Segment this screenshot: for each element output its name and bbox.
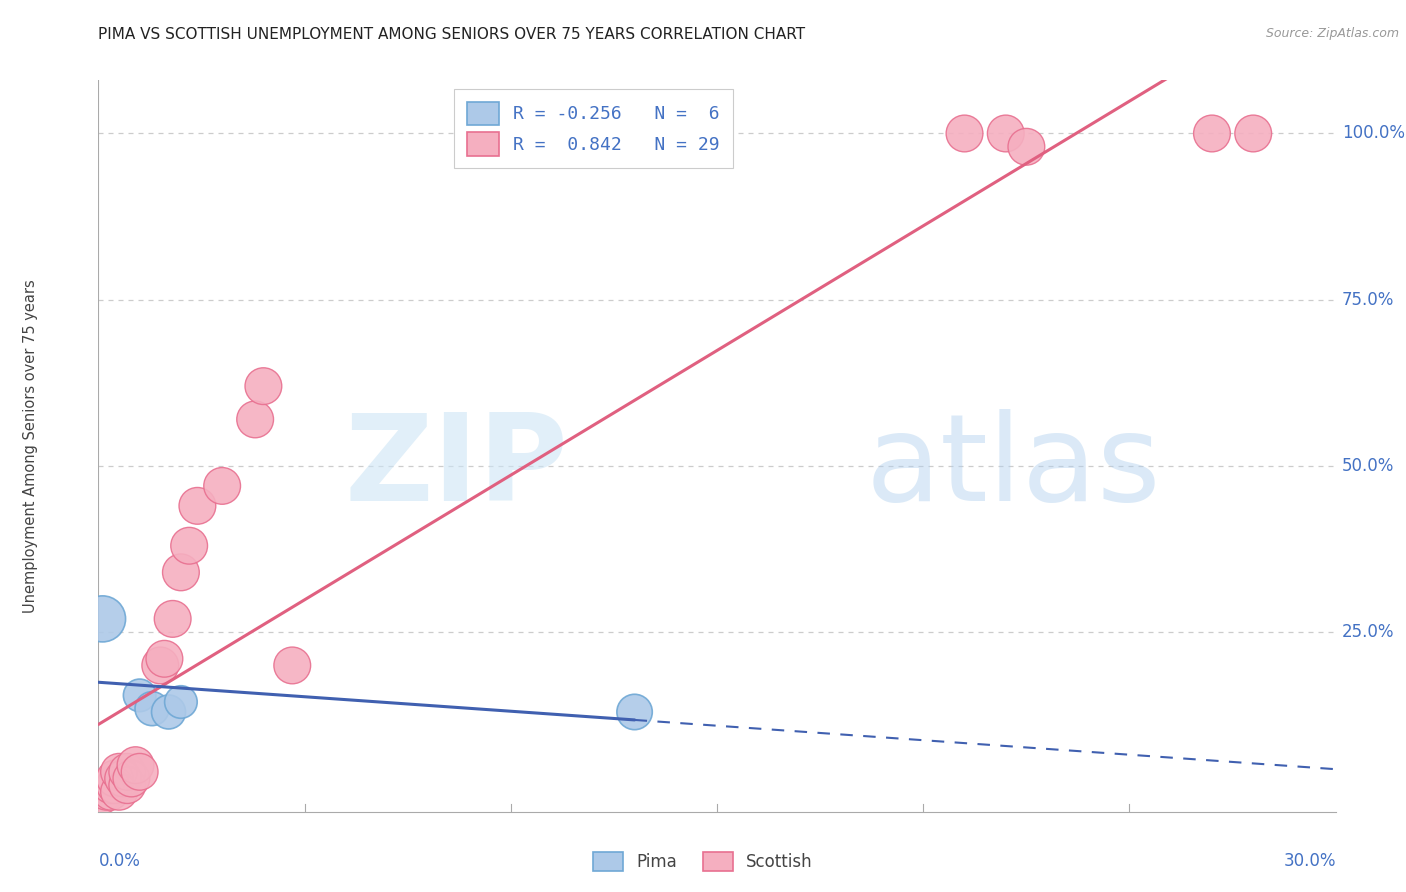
Legend: Pima, Scottish: Pima, Scottish: [585, 843, 821, 880]
Point: [170, 566, 193, 580]
Point: [281, 658, 304, 673]
Point: [1201, 127, 1223, 141]
Point: [252, 379, 274, 393]
Point: [100, 778, 122, 792]
Point: [112, 772, 135, 786]
Point: [179, 539, 201, 553]
Point: [108, 785, 131, 799]
Text: Source: ZipAtlas.com: Source: ZipAtlas.com: [1265, 27, 1399, 40]
Text: PIMA VS SCOTTISH UNEMPLOYMENT AMONG SENIORS OVER 75 YEARS CORRELATION CHART: PIMA VS SCOTTISH UNEMPLOYMENT AMONG SENI…: [98, 27, 806, 42]
Text: 25.0%: 25.0%: [1341, 624, 1395, 641]
Point: [128, 764, 150, 779]
Point: [108, 764, 131, 779]
Point: [141, 701, 163, 715]
Point: [1015, 140, 1038, 154]
Point: [100, 785, 122, 799]
Point: [117, 778, 139, 792]
Point: [153, 652, 176, 666]
Point: [162, 612, 184, 626]
Point: [211, 479, 233, 493]
Point: [243, 412, 266, 426]
Point: [117, 764, 139, 779]
Point: [623, 705, 645, 719]
Point: [994, 127, 1017, 141]
Point: [149, 658, 172, 673]
Text: 75.0%: 75.0%: [1341, 291, 1395, 309]
Point: [170, 695, 193, 709]
Text: atlas: atlas: [866, 409, 1161, 526]
Point: [120, 772, 142, 786]
Point: [96, 785, 118, 799]
Point: [186, 499, 208, 513]
Point: [128, 689, 150, 703]
Text: Unemployment Among Seniors over 75 years: Unemployment Among Seniors over 75 years: [22, 279, 38, 613]
Point: [1241, 127, 1264, 141]
Text: 50.0%: 50.0%: [1341, 457, 1395, 475]
Point: [157, 705, 180, 719]
Legend: R = -0.256   N =  6, R =  0.842   N = 29: R = -0.256 N = 6, R = 0.842 N = 29: [454, 89, 733, 169]
Point: [124, 758, 146, 772]
Point: [91, 612, 114, 626]
Text: 0.0%: 0.0%: [98, 852, 141, 870]
Point: [104, 772, 127, 786]
Point: [104, 778, 127, 792]
Text: 100.0%: 100.0%: [1341, 125, 1405, 143]
Text: 30.0%: 30.0%: [1284, 852, 1336, 870]
Point: [953, 127, 976, 141]
Point: [91, 788, 114, 802]
Text: ZIP: ZIP: [344, 409, 568, 526]
